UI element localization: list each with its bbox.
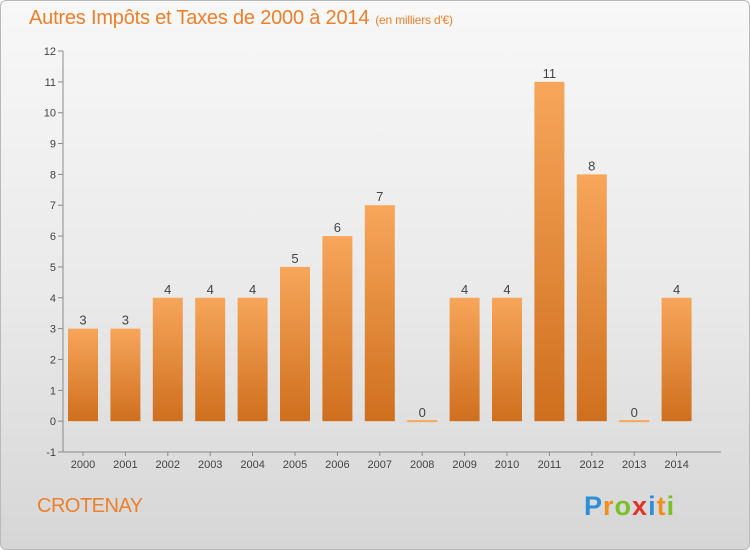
bar-value-label: 5 <box>291 251 298 266</box>
chart-subtitle: (en milliers d'€) <box>375 13 453 27</box>
y-tick-label: 7 <box>50 200 56 212</box>
bar <box>492 297 522 422</box>
y-tick-label: 2 <box>50 354 56 366</box>
bar-value-label: 0 <box>631 405 638 420</box>
x-tick-label: 2006 <box>325 459 349 471</box>
y-tick-label: 9 <box>50 139 56 151</box>
x-tick-label: 2012 <box>580 459 604 471</box>
bar <box>68 328 98 422</box>
x-tick-label: 2005 <box>283 459 307 471</box>
bar-value-label: 4 <box>207 282 214 297</box>
logo-letter: t <box>656 491 667 521</box>
bar <box>364 205 395 422</box>
bar <box>280 266 310 422</box>
bar-value-label: 3 <box>122 313 129 328</box>
bar-value-label: 4 <box>164 282 171 297</box>
logo-letter: P <box>584 491 604 521</box>
bar <box>576 174 607 422</box>
chart-title: Autres Impôts et Taxes de 2000 à 2014 (en… <box>29 7 453 30</box>
x-tick-label: 2008 <box>410 459 434 471</box>
x-tick-label: 2009 <box>452 459 476 471</box>
x-tick-label: 2000 <box>71 459 95 471</box>
logo-letter: r <box>603 491 615 521</box>
y-tick-label: 12 <box>44 46 56 58</box>
x-tick-label: 2001 <box>113 459 137 471</box>
logo-letter: o <box>614 491 633 521</box>
y-tick-label: 1 <box>50 385 56 397</box>
bar <box>661 297 692 422</box>
bar-value-label: 0 <box>419 405 426 420</box>
logo-letter: i <box>648 491 657 521</box>
y-tick-label: 11 <box>45 77 56 89</box>
x-tick-label: 2010 <box>495 459 519 471</box>
bar-value-label: 6 <box>334 220 341 235</box>
logo-letter: i <box>666 491 676 521</box>
bar <box>322 236 353 422</box>
x-tick-label: 2011 <box>538 459 562 471</box>
bar <box>195 297 226 422</box>
x-tick-label: 2014 <box>664 459 688 471</box>
bar <box>449 297 480 422</box>
bar-value-label: 7 <box>376 189 383 204</box>
bar <box>110 328 141 422</box>
bar-value-label: 11 <box>543 66 557 81</box>
y-tick-label: 10 <box>44 108 56 120</box>
y-tick-label: 3 <box>50 324 56 336</box>
bar-value-label: 4 <box>673 282 680 297</box>
x-tick-label: 2002 <box>156 459 180 471</box>
bars-group: 3 3 4 4 4 5 6 7 0 4 4 11 8 0 4 <box>68 66 692 423</box>
y-tick-label: 8 <box>50 169 56 181</box>
proxiti-logo[interactable]: Proxiti <box>584 491 675 522</box>
x-tick-label: 2013 <box>622 459 646 471</box>
commune-name: CROTENAY <box>37 495 143 517</box>
bar <box>237 297 268 422</box>
y-tick-label: 4 <box>50 293 56 305</box>
logo-letter: x <box>632 491 649 521</box>
x-axis-ticks: 2000 2001 2002 2003 2004 2005 2006 2007 2008 2009… <box>71 452 689 471</box>
x-tick-label: 2003 <box>198 459 222 471</box>
y-tick-label: 0 <box>50 416 56 428</box>
y-tick-label: 5 <box>50 262 56 274</box>
y-tick-label: 6 <box>50 231 56 243</box>
x-tick-label: 2007 <box>368 459 392 471</box>
bar-value-label: 8 <box>588 158 595 173</box>
bar <box>152 297 183 422</box>
y-tick-label: -1 <box>46 447 56 459</box>
bar-value-label: 3 <box>79 313 86 328</box>
bar-value-label: 4 <box>249 282 256 297</box>
bar-value-label: 4 <box>503 282 510 297</box>
chart-title-text: Autres Impôts et Taxes de 2000 à 2014 <box>29 7 370 29</box>
bar-value-label: 4 <box>461 282 468 297</box>
x-tick-label: 2004 <box>240 459 264 471</box>
bar <box>534 81 565 422</box>
